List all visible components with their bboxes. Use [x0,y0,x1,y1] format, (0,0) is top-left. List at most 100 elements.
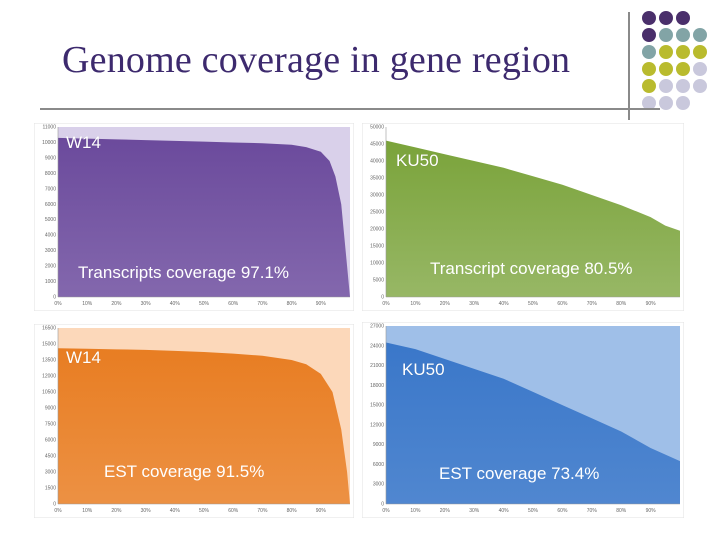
y-tick-label: 3000 [373,482,384,488]
y-tick-label: 35000 [370,176,384,182]
x-tick-label: 90% [646,508,657,514]
x-tick-label: 30% [469,301,480,307]
decorative-dot [693,45,707,59]
x-tick-label: 30% [141,508,152,514]
y-tick-label: 4000 [45,233,56,239]
x-tick-label: 10% [410,508,421,514]
coverage-label: EST coverage 73.4% [439,464,600,483]
panel-label: W14 [66,348,101,367]
x-tick-label: 10% [410,301,421,307]
decorative-dot [659,62,673,76]
y-tick-label: 9000 [45,155,56,161]
x-tick-label: 40% [499,508,510,514]
y-tick-label: 13500 [42,358,56,364]
panel-label: KU50 [402,360,445,379]
decorative-dot [659,96,673,110]
x-tick-label: 20% [440,508,451,514]
y-tick-label: 18000 [370,383,384,389]
x-tick-label: 0% [54,301,62,307]
y-tick-label: 5000 [373,278,384,284]
decorative-dot [676,79,690,93]
y-tick-label: 10000 [370,261,384,267]
y-tick-label: 4500 [45,454,56,460]
y-tick-label: 0 [381,502,384,508]
y-tick-label: 15000 [370,244,384,250]
y-tick-label: 2000 [45,264,56,270]
x-tick-label: 80% [616,508,627,514]
y-tick-label: 45000 [370,142,384,148]
y-tick-label: 11000 [42,125,56,131]
x-tick-label: 50% [199,301,210,307]
x-tick-label: 60% [228,508,239,514]
y-tick-label: 30000 [370,193,384,199]
decorative-horizontal-rule [40,108,660,110]
y-tick-label: 7500 [45,422,56,428]
y-tick-label: 10500 [42,390,56,396]
y-tick-label: 1500 [45,486,56,492]
y-tick-label: 8000 [45,171,56,177]
coverage-area [58,137,350,297]
chart-panel-w14-transcripts: 0 1000 2000 3000 4000 5000 6000 7000 8000 9000 100… [34,123,354,311]
y-tick-label: 7000 [45,186,56,192]
y-tick-label: 1000 [45,279,56,285]
y-tick-label: 3000 [45,470,56,476]
x-tick-label: 40% [499,301,510,307]
y-tick-label: 5000 [45,217,56,223]
decorative-dot [676,28,690,42]
y-tick-label: 25000 [370,210,384,216]
x-tick-label: 20% [111,508,122,514]
y-tick-label: 15000 [370,403,384,409]
x-tick-label: 0% [382,301,390,307]
x-tick-label: 50% [199,508,210,514]
decorative-dot [676,96,690,110]
decorative-dot [693,79,707,93]
decorative-dot [642,79,656,93]
x-tick-label: 50% [528,301,539,307]
coverage-label: Transcripts coverage 97.1% [78,263,290,282]
x-tick-label: 20% [111,301,122,307]
y-tick-label: 0 [381,295,384,301]
x-tick-label: 70% [587,508,598,514]
x-tick-label: 70% [587,301,598,307]
x-tick-label: 10% [82,301,93,307]
chart-panel-ku50-transcripts: 0 5000 10000 15000 20000 25000 30000 35000 40000… [362,123,684,311]
y-tick-label: 6000 [45,438,56,444]
x-tick-label: 40% [170,508,181,514]
chart-panel-w14-est: 0 1500 3000 4500 6000 7500 9000 10500 12000 13500… [34,324,354,518]
x-tick-label: 10% [82,508,93,514]
x-tick-label: 60% [557,508,568,514]
y-tick-label: 9000 [45,406,56,412]
x-tick-label: 40% [170,301,181,307]
decorative-dot [642,11,656,25]
decorative-dot [642,62,656,76]
x-tick-label: 60% [228,301,239,307]
x-tick-label: 80% [287,508,298,514]
y-tick-label: 21000 [370,363,384,369]
y-tick-label: 6000 [45,202,56,208]
decorative-dot [642,45,656,59]
chart-panel-ku50-est: 0 3000 6000 9000 12000 15000 18000 21000 24000 27… [362,322,684,518]
y-tick-label: 20000 [370,227,384,233]
y-tick-label: 12000 [42,374,56,380]
y-tick-label: 50000 [370,125,384,131]
x-tick-label: 80% [287,301,298,307]
x-tick-label: 60% [557,301,568,307]
coverage-area [386,342,680,504]
decorative-dot [676,45,690,59]
decorative-dot-grid [642,11,707,110]
x-tick-label: 50% [528,508,539,514]
y-tick-label: 0 [53,295,56,301]
coverage-area [58,348,350,504]
y-tick-label: 16500 [42,326,56,332]
page-title: Genome coverage in gene region [62,39,571,81]
chart-ku50-transcripts: 0 5000 10000 15000 20000 25000 30000 35000 40000… [362,123,684,311]
x-tick-label: 90% [316,301,327,307]
x-tick-label: 70% [257,301,268,307]
x-tick-label: 30% [469,508,480,514]
x-tick-label: 30% [141,301,152,307]
decorative-dot [659,28,673,42]
x-tick-label: 80% [616,301,627,307]
y-tick-label: 3000 [45,248,56,254]
y-tick-label: 12000 [370,422,384,428]
coverage-label: EST coverage 91.5% [104,462,265,481]
